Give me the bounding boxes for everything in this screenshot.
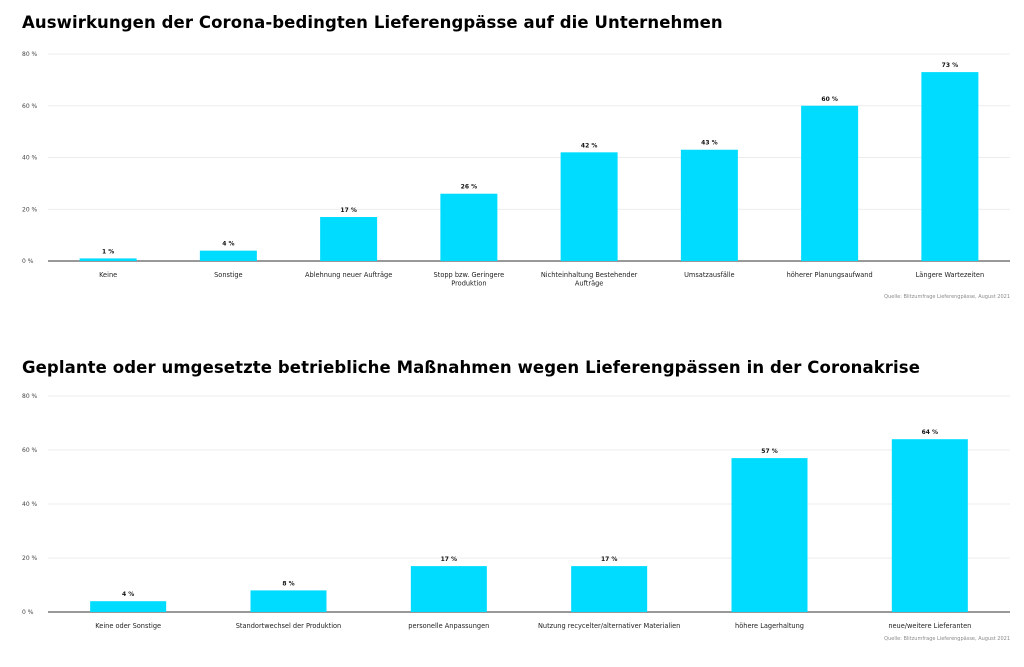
y-tick-label: 40 % (22, 155, 38, 162)
data-label: 57 % (761, 448, 777, 455)
bar (79, 258, 137, 261)
data-label: 4 % (222, 241, 234, 248)
chart-title: Auswirkungen der Corona-bedingten Liefer… (22, 13, 723, 32)
y-tick-label: 0 % (22, 609, 34, 616)
category-label: Längere Wartezeiten (916, 271, 985, 279)
y-tick-label: 0 % (22, 258, 34, 265)
bar (90, 601, 167, 612)
category-label: personelle Anpassungen (408, 622, 489, 630)
bar (250, 590, 327, 612)
y-tick-label: 40 % (22, 501, 38, 508)
category-label: Nichteinhaltung Bestehender Aufträge (541, 271, 638, 288)
category-label: Keine (99, 271, 117, 279)
y-tick-label: 60 % (22, 447, 38, 454)
category-label: höhere Lagerhaltung (735, 622, 804, 630)
data-label: 17 % (601, 556, 617, 563)
data-label: 42 % (581, 142, 597, 149)
category-label: Umsatzausfälle (684, 271, 735, 279)
y-tick-label: 80 % (22, 393, 38, 400)
chart-title: Geplante oder umgesetzte betriebliche Ma… (22, 358, 920, 377)
bar (560, 152, 618, 261)
category-label: Ablehnung neuer Aufträge (305, 271, 392, 279)
y-tick-label: 20 % (22, 555, 38, 562)
bar (891, 439, 968, 612)
y-tick-label: 60 % (22, 103, 38, 110)
category-label: höherer Planungsaufwand (787, 271, 873, 279)
y-tick-label: 20 % (22, 206, 38, 213)
data-label: 64 % (922, 429, 938, 436)
bar (921, 72, 979, 261)
category-label: Sonstige (214, 271, 243, 279)
category-label: Standortwechsel der Produktion (236, 622, 342, 630)
data-label: 17 % (340, 207, 356, 214)
bar (801, 105, 859, 261)
bar (440, 193, 498, 261)
bar (731, 458, 808, 612)
data-label: 4 % (122, 591, 134, 598)
data-label: 26 % (461, 184, 477, 191)
bar (680, 149, 738, 261)
bar (410, 566, 487, 612)
data-label: 60 % (821, 96, 837, 103)
data-label: 73 % (942, 62, 958, 69)
y-tick-label: 80 % (22, 51, 38, 58)
chart-betriebliche-massnahmen: Geplante oder umgesetzte betriebliche Ma… (0, 345, 1024, 667)
bar (571, 566, 648, 612)
category-label: Keine oder Sonstige (95, 622, 161, 630)
bar (199, 250, 257, 261)
bar (320, 217, 378, 261)
source-note: Quelle: Blitzumfrage Lieferengpässe, Aug… (884, 636, 1010, 642)
chart-lieferengpass-auswirkungen: Auswirkungen der Corona-bedingten Liefer… (0, 0, 1024, 320)
data-label: 17 % (441, 556, 457, 563)
bar-chart-plot: 0 % 20 % 40 % 60 % 80 % 1 % Keine 4 % Sonstige 17… (22, 51, 1010, 288)
data-label: 1 % (102, 248, 114, 255)
data-label: 8 % (282, 580, 294, 587)
category-label: neue/weitere Lieferanten (888, 622, 971, 630)
category-label: Nutzung recycelter/alternativer Material… (538, 622, 680, 630)
category-label: Stopp bzw. Geringere Produktion (434, 271, 505, 288)
data-label: 43 % (701, 140, 717, 147)
bar-chart-plot: 0 % 20 % 40 % 60 % 80 % 4 % Keine oder Sonstig… (22, 393, 1010, 630)
source-note: Quelle: Blitzumfrage Lieferengpässe, Aug… (884, 294, 1010, 300)
